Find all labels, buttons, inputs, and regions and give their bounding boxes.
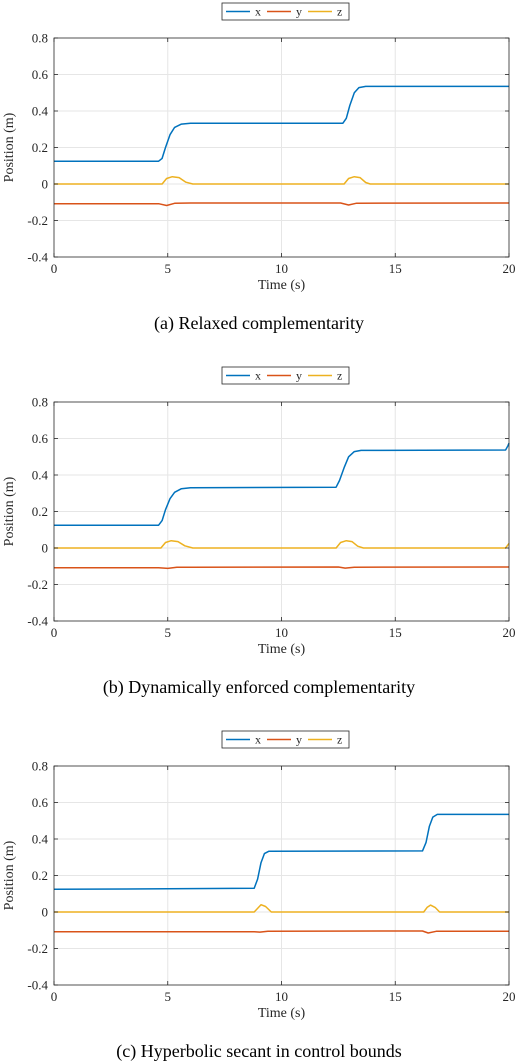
series-line-x <box>54 442 510 526</box>
x-tick-label: 20 <box>503 989 516 1004</box>
y-tick-label: 0.6 <box>32 431 49 446</box>
legend-label-y: y <box>296 733 302 747</box>
y-axis-label: Position (m) <box>2 112 17 182</box>
series-line-y <box>54 202 510 207</box>
y-tick-label: 0.8 <box>32 759 48 774</box>
x-axis-label: Time (s) <box>258 278 306 293</box>
y-tick-label: -0.2 <box>27 577 48 592</box>
y-tick-label: -0.4 <box>27 978 48 993</box>
x-tick-label: 15 <box>389 625 402 640</box>
legend-label-z: z <box>337 733 342 747</box>
x-tick-label: 10 <box>275 261 288 276</box>
y-axis-label: Position (m) <box>2 476 17 546</box>
series-line-x <box>54 85 509 162</box>
y-tick-label: 0.8 <box>32 395 48 410</box>
legend-label-x: x <box>255 733 261 747</box>
x-tick-label: 15 <box>389 989 402 1004</box>
y-tick-label: 0.2 <box>32 140 48 155</box>
legend-label-x: x <box>255 369 261 383</box>
x-tick-label: 5 <box>165 625 172 640</box>
chart-panel-c: 0 5 10 15 20 -0.4 -0.2 0 0.2 0.4 0.6 0.8 Time (s) Pos… <box>2 730 516 1062</box>
y-tick-label: 0 <box>42 177 49 192</box>
legend-label-y: y <box>296 5 302 19</box>
y-tick-label: 0.6 <box>32 67 49 82</box>
chart-panel-b: 0 5 10 15 20 -0.4 -0.2 0 0.2 0.4 0.6 0.8 Time (s) Pos… <box>2 366 516 698</box>
series-line-z <box>54 903 509 913</box>
series-line-z <box>54 539 510 549</box>
y-tick-label: 0.2 <box>32 868 48 883</box>
x-tick-label: 5 <box>165 989 172 1004</box>
x-tick-label: 10 <box>275 989 288 1004</box>
y-tick-label: 0.4 <box>32 468 49 483</box>
x-tick-label: 20 <box>503 261 516 276</box>
legend-label-z: z <box>337 369 342 383</box>
y-tick-label: -0.2 <box>27 941 48 956</box>
y-tick-label: 0 <box>42 905 49 920</box>
y-tick-label: 0.8 <box>32 31 48 46</box>
legend: x y z <box>221 366 350 385</box>
y-tick-label: 0.2 <box>32 504 48 519</box>
caption: (c) Hyperbolic secant in control bounds <box>116 1041 401 1062</box>
x-tick-label: 0 <box>51 989 58 1004</box>
y-tick-label: -0.4 <box>27 614 48 629</box>
y-tick-label: 0.4 <box>32 104 49 119</box>
legend-label-x: x <box>255 5 261 19</box>
x-tick-label: 20 <box>503 625 516 640</box>
legend-label-z: z <box>337 5 342 19</box>
series-line-z <box>54 175 509 185</box>
y-axis-label: Position (m) <box>2 840 17 910</box>
y-tick-label: 0 <box>42 541 49 556</box>
series-line-y <box>54 566 510 570</box>
y-tick-label: -0.4 <box>27 250 48 265</box>
y-tick-label: -0.2 <box>27 213 48 228</box>
series-line-y <box>54 930 510 934</box>
x-tick-label: 0 <box>51 625 58 640</box>
caption: (a) Relaxed complementarity <box>154 313 364 334</box>
x-tick-label: 5 <box>165 261 172 276</box>
x-tick-label: 0 <box>51 261 58 276</box>
x-axis-label: Time (s) <box>258 1006 306 1021</box>
legend-label-y: y <box>296 369 302 383</box>
caption: (b) Dynamically enforced complementarity <box>103 677 415 698</box>
y-tick-label: 0.6 <box>32 795 49 810</box>
series-line-x <box>53 813 509 890</box>
x-tick-label: 10 <box>275 625 288 640</box>
legend: x y z <box>221 730 350 749</box>
x-axis-label: Time (s) <box>258 642 306 657</box>
legend: x y z <box>221 2 350 21</box>
y-tick-label: 0.4 <box>32 832 49 847</box>
x-tick-label: 15 <box>389 261 402 276</box>
chart-panel-a: 0 5 10 15 20 -0.4 -0.2 0 0.2 0.4 0.6 0.8 Time (s) Pos… <box>2 2 516 334</box>
